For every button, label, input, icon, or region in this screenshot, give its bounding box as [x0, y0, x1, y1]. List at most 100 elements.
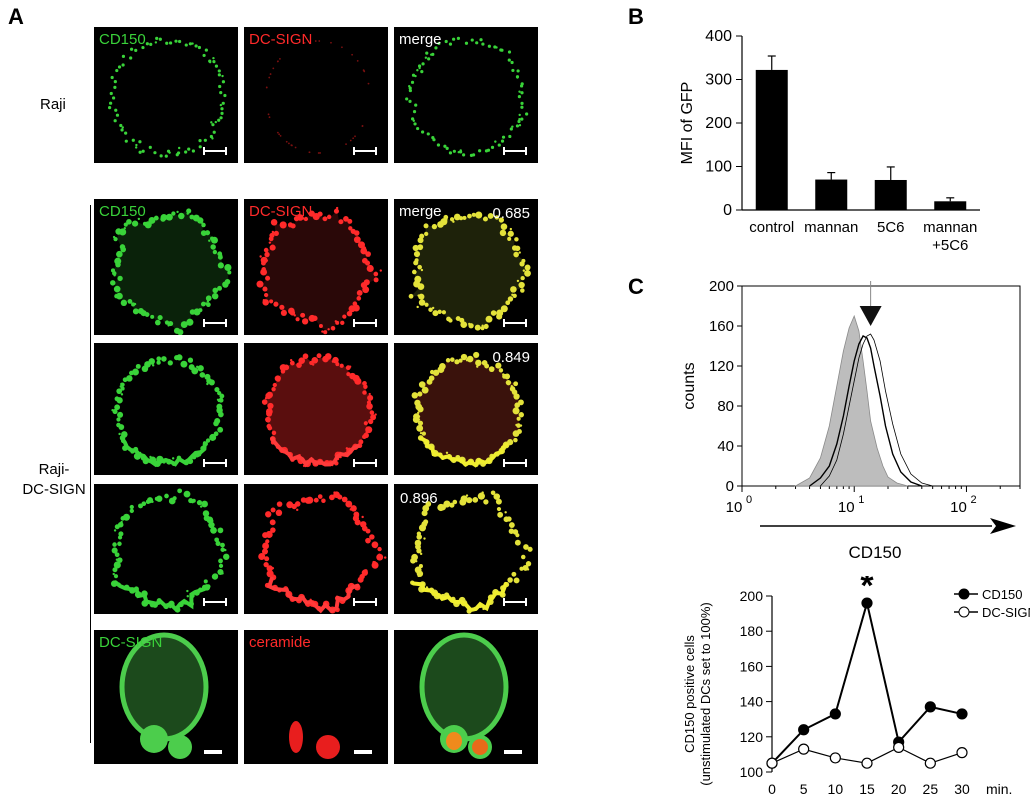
- membrane-dot: [464, 41, 469, 45]
- micrograph-image: [110, 488, 230, 613]
- y-tick-label: 120: [709, 358, 734, 375]
- cell-protrusion: [140, 725, 168, 753]
- membrane-dot: [366, 264, 374, 273]
- speckle: [363, 70, 366, 73]
- membrane-dot: [276, 501, 283, 507]
- membrane-dot: [518, 251, 521, 254]
- membrane-dot: [495, 362, 502, 369]
- membrane-dot: [218, 411, 224, 418]
- membrane-dot: [517, 95, 521, 99]
- channel-label: CD150: [99, 203, 146, 220]
- membrane-dot: [342, 314, 347, 319]
- membrane-dot: [206, 300, 210, 303]
- membrane-dot: [520, 117, 524, 121]
- membrane-dot: [337, 494, 343, 500]
- speckle: [277, 60, 279, 63]
- membrane-dot: [112, 408, 118, 415]
- data-point: [861, 597, 873, 609]
- membrane-dot: [424, 56, 428, 59]
- membrane-dot: [126, 375, 133, 382]
- membrane-dot: [137, 308, 144, 315]
- speckle: [279, 57, 281, 60]
- membrane-dot: [510, 286, 517, 293]
- ceramide-spot: [289, 721, 303, 753]
- micrograph-image: [261, 353, 377, 468]
- membrane-dot: [519, 84, 524, 88]
- membrane-dot: [377, 546, 382, 552]
- membrane-dot: [129, 504, 134, 510]
- membrane-dot: [204, 503, 207, 507]
- membrane-dot: [209, 433, 217, 441]
- membrane-dot: [460, 353, 468, 361]
- membrane-dot: [293, 314, 296, 317]
- membrane-dot: [509, 227, 513, 231]
- membrane-dot: [110, 75, 114, 80]
- membrane-dot: [508, 134, 512, 139]
- membrane-dot: [176, 152, 179, 156]
- membrane-dot: [211, 573, 219, 580]
- membrane-dot: [271, 387, 276, 392]
- membrane-dot: [494, 140, 497, 143]
- speckle: [269, 73, 272, 75]
- y-tick-label: 160: [740, 658, 764, 674]
- speckle: [341, 46, 343, 49]
- membrane-dot: [495, 46, 498, 49]
- membrane-dot: [217, 426, 224, 433]
- membrane-dot: [124, 139, 128, 143]
- membrane-dot: [518, 90, 521, 93]
- y-tick-label: 200: [709, 278, 734, 295]
- membrane-dot: [484, 363, 490, 369]
- membrane-dot: [116, 557, 123, 563]
- membrane-dot: [118, 432, 121, 436]
- bright-patch: [113, 580, 211, 613]
- membrane-dot: [449, 217, 455, 222]
- membrane-dot: [418, 66, 421, 70]
- membrane-dot: [191, 501, 194, 504]
- membrane-dot: [186, 595, 189, 598]
- membrane-dot: [279, 221, 287, 229]
- membrane-dot: [414, 566, 422, 574]
- membrane-dot: [193, 308, 201, 316]
- membrane-dot: [321, 498, 326, 504]
- membrane-dot: [118, 534, 122, 538]
- membrane-dot: [290, 223, 296, 229]
- membrane-dot: [506, 516, 512, 522]
- membrane-dot: [515, 423, 518, 427]
- plot-frame: [741, 285, 1021, 487]
- membrane-dot: [203, 579, 208, 584]
- membrane-dot: [262, 299, 266, 302]
- membrane-dot: [469, 153, 474, 157]
- membrane-dot: [416, 424, 424, 432]
- membrane-dot: [408, 88, 412, 93]
- membrane-dot: [186, 589, 189, 593]
- membrane-dot: [186, 318, 194, 326]
- membrane-dot: [160, 214, 168, 221]
- membrane-dot: [113, 529, 117, 532]
- membrane-dot: [122, 513, 130, 521]
- membrane-dot: [520, 275, 525, 281]
- membrane-dot: [324, 353, 332, 360]
- membrane-dot: [148, 216, 156, 224]
- membrane-dot: [467, 213, 472, 219]
- membrane-dot: [512, 407, 520, 415]
- membrane-dot: [217, 69, 221, 73]
- membrane-dot: [272, 231, 275, 234]
- membrane-dot: [218, 558, 223, 564]
- membrane-dot: [448, 42, 453, 46]
- membrane-dot: [269, 567, 273, 571]
- membrane-dot: [490, 145, 495, 150]
- membrane-dot: [216, 403, 223, 410]
- membrane-dot: [369, 534, 375, 540]
- membrane-dot: [116, 388, 123, 395]
- colocalization-value: 0.896: [400, 490, 438, 507]
- data-point: [956, 747, 968, 759]
- membrane-dot: [117, 275, 123, 282]
- membrane-dot: [112, 235, 116, 239]
- membrane-dot: [173, 497, 176, 500]
- membrane-dot: [155, 36, 159, 40]
- membrane-dot: [416, 305, 419, 309]
- membrane-dot: [168, 215, 171, 218]
- membrane-dot: [171, 211, 176, 216]
- membrane-dot: [112, 542, 117, 547]
- membrane-dot: [114, 257, 122, 265]
